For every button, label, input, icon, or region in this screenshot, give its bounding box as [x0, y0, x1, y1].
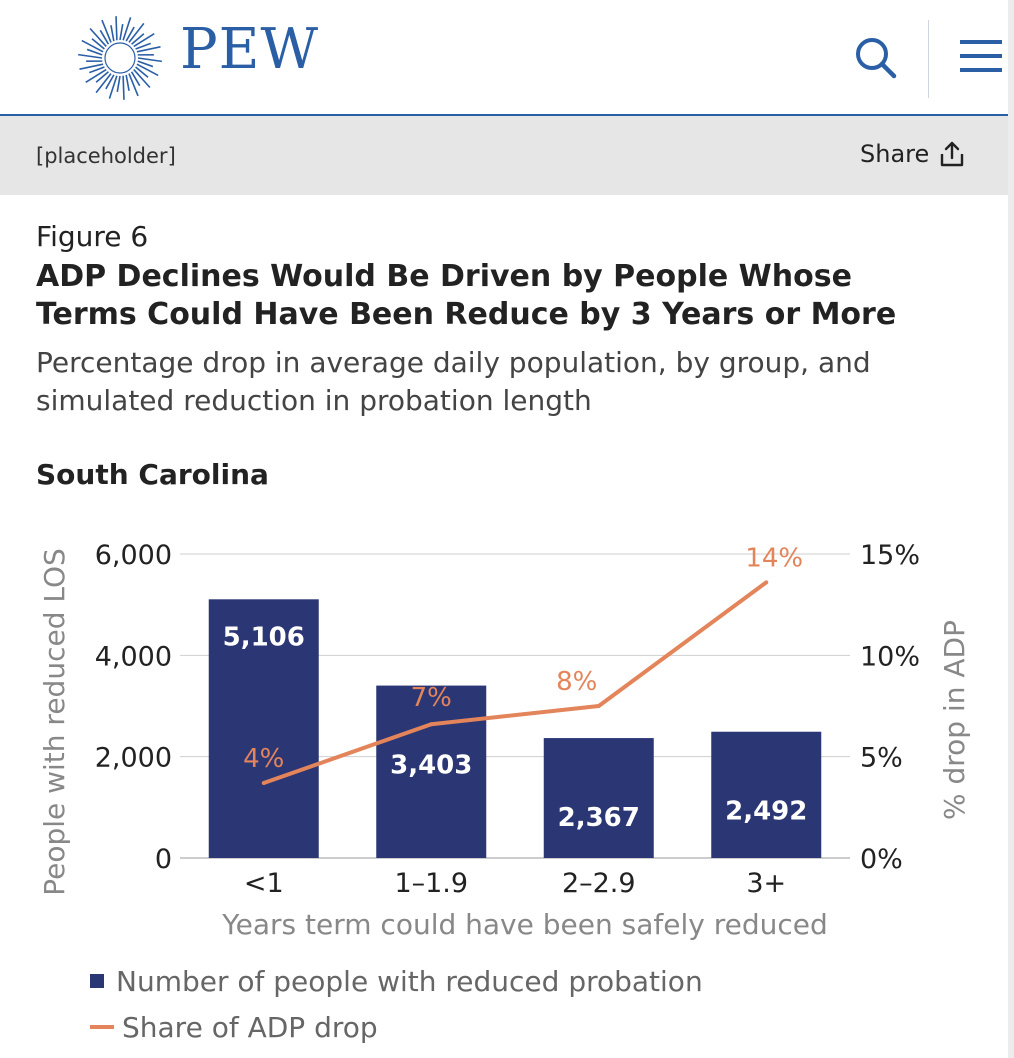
- line-value-label: 14%: [745, 543, 803, 573]
- bar-value-label: 2,492: [725, 797, 807, 827]
- y-right-tick-label: 10%: [860, 641, 920, 672]
- line-point: [764, 580, 769, 585]
- y-axis-title: People with reduced LOS: [38, 548, 71, 896]
- chart-legend: Number of people with reduced probation …: [90, 958, 703, 1050]
- bar-value-label: 5,106: [223, 622, 305, 652]
- line-value-label: 7%: [411, 683, 452, 713]
- figure-subtitle: Percentage drop in average daily populat…: [36, 346, 871, 417]
- line-value-label: 8%: [556, 667, 597, 697]
- legend-item-line: Share of ADP drop: [90, 1004, 703, 1050]
- line-point: [261, 781, 266, 786]
- bar: [208, 599, 319, 858]
- bar: [376, 685, 487, 858]
- legend-label-line: Share of ADP drop: [122, 1010, 378, 1044]
- share-button[interactable]: Share: [860, 140, 965, 168]
- bar: [543, 738, 654, 858]
- y-right-axis-title: % drop in ADP: [938, 620, 971, 820]
- x-tick-label: 3+: [746, 868, 786, 899]
- y-right-tick-label: 0%: [860, 844, 903, 875]
- y-tick-label: 6,000: [95, 540, 172, 571]
- pew-sunburst-logo[interactable]: [74, 12, 166, 104]
- line-series: [263, 580, 768, 785]
- y-tick-label: 4,000: [95, 641, 172, 672]
- hamburger-menu-icon[interactable]: [960, 38, 1002, 74]
- legend-label-bars: Number of people with reduced probation: [116, 964, 703, 998]
- y-right-tick-label: 15%: [860, 540, 920, 571]
- line-point: [596, 704, 601, 708]
- x-tick-label: <1: [244, 868, 284, 899]
- x-axis-title: Years term could have been safely reduce…: [221, 908, 828, 941]
- region-label: South Carolina: [36, 458, 269, 491]
- y-tick-label: 0: [155, 844, 172, 875]
- bar-value-label: 3,403: [390, 751, 472, 781]
- line-point: [429, 722, 434, 727]
- x-tick-label: 2–2.9: [562, 868, 636, 899]
- legend-item-bars: Number of people with reduced probation: [90, 958, 703, 1004]
- bar-value-label: 2,367: [558, 803, 640, 833]
- figure-label: Figure 6: [36, 220, 149, 253]
- bar: [711, 731, 822, 858]
- breadcrumb-bar: [placeholder] Share: [0, 116, 1008, 195]
- y-right-tick-label: 5%: [860, 743, 903, 774]
- x-tick-label: 1–1.9: [394, 868, 468, 899]
- share-label: Share: [860, 140, 930, 168]
- combo-chart: 0 2,000 4,000 6,000 0% 5% 10% 15% 5,106 3,403 2,36…: [38, 540, 971, 941]
- brand-wordmark[interactable]: PEW: [180, 17, 320, 82]
- line-value-label: 4%: [243, 744, 284, 774]
- legend-swatch-bar: [90, 974, 104, 988]
- page-scrollbar[interactable]: [1008, 0, 1014, 1058]
- legend-swatch-line: [90, 1025, 114, 1029]
- site-header: PEW: [0, 0, 1008, 116]
- breadcrumb[interactable]: [placeholder]: [36, 144, 176, 168]
- share-upload-icon: [941, 141, 964, 167]
- search-icon[interactable]: [852, 34, 898, 80]
- figure-title: ADP Declines Would Be Driven by People W…: [36, 259, 897, 332]
- y-tick-label: 2,000: [95, 743, 172, 774]
- header-divider: [928, 20, 929, 98]
